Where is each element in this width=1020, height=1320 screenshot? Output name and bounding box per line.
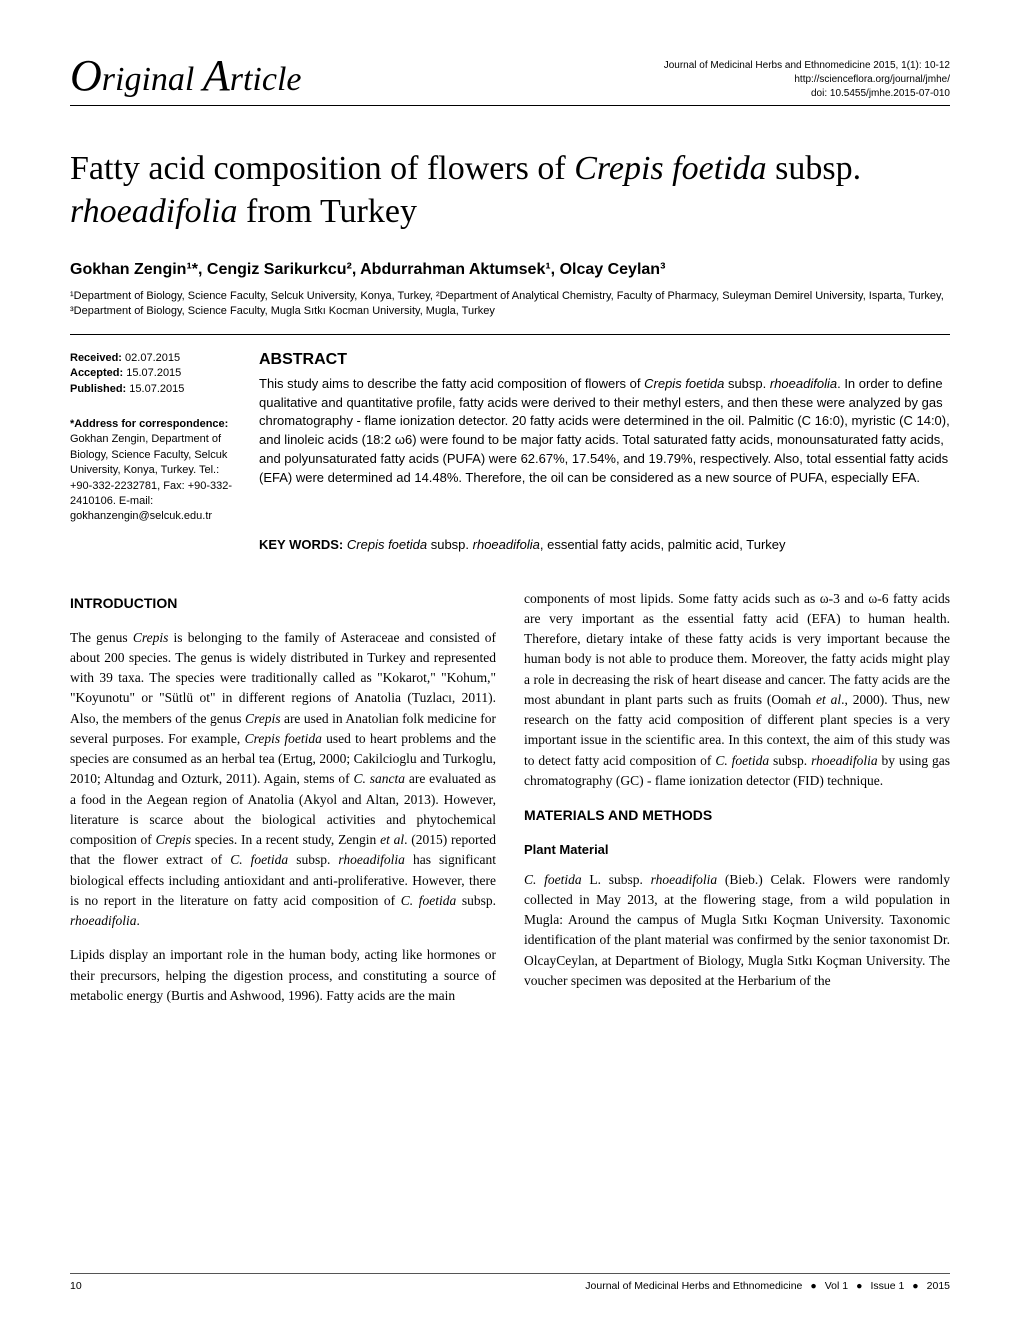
plant-material-heading: Plant Material (524, 840, 950, 860)
authors-line: Gokhan Zengin¹*, Cengiz Sarikurkcu², Abd… (70, 261, 950, 279)
article-dates: Received: 02.07.2015 Accepted: 15.07.201… (70, 351, 235, 397)
article-type-cap-a: A (203, 51, 230, 100)
page-header: Original Article Journal of Medicinal He… (70, 50, 950, 106)
correspondence-block: *Address for correspondence: Gokhan Zeng… (70, 417, 235, 525)
meta-sidebar: Received: 02.07.2015 Accepted: 15.07.201… (70, 351, 235, 555)
intro-paragraph-1: The genus Crepis is belonging to the fam… (70, 628, 496, 932)
body-columns: INTRODUCTION The genus Crepis is belongi… (70, 589, 950, 1021)
body-column-right: components of most lipids. Some fatty ac… (524, 589, 950, 1021)
page-footer: 10 Journal of Medicinal Herbs and Ethnom… (70, 1273, 950, 1292)
keywords-line: KEY WORDS: Crepis foetida subsp. rhoeadi… (259, 536, 950, 555)
article-type-label: Original Article (70, 50, 302, 101)
intro-paragraph-2: Lipids display an important role in the … (70, 945, 496, 1006)
article-type-cap-o: O (70, 51, 102, 100)
col2-paragraph-1: components of most lipids. Some fatty ac… (524, 589, 950, 792)
journal-doi: doi: 10.5455/jmhe.2015-07-010 (664, 87, 950, 101)
correspondence-text: Gokhan Zengin, Department of Biology, Sc… (70, 432, 235, 524)
journal-info: Journal of Medicinal Herbs and Ethnomedi… (664, 59, 950, 101)
journal-citation: Journal of Medicinal Herbs and Ethnomedi… (664, 59, 950, 73)
body-column-left: INTRODUCTION The genus Crepis is belongi… (70, 589, 496, 1021)
journal-url: http://scienceflora.org/journal/jmhe/ (664, 73, 950, 87)
plant-material-paragraph: C. foetida L. subsp. rhoeadifolia (Bieb.… (524, 870, 950, 992)
materials-methods-heading: MATERIALS AND METHODS (524, 805, 950, 826)
abstract-column: ABSTRACT This study aims to describe the… (259, 351, 950, 555)
affiliations: ¹Department of Biology, Science Faculty,… (70, 289, 950, 335)
abstract-text: This study aims to describe the fatty ac… (259, 375, 950, 488)
article-title: Fatty acid composition of flowers of Cre… (70, 148, 950, 233)
footer-citation: Journal of Medicinal Herbs and Ethnomedi… (585, 1280, 950, 1292)
abstract-heading: ABSTRACT (259, 351, 950, 369)
introduction-heading: INTRODUCTION (70, 593, 496, 614)
page-number: 10 (70, 1280, 82, 1292)
correspondence-heading: *Address for correspondence: (70, 417, 235, 432)
meta-abstract-block: Received: 02.07.2015 Accepted: 15.07.201… (70, 351, 950, 555)
